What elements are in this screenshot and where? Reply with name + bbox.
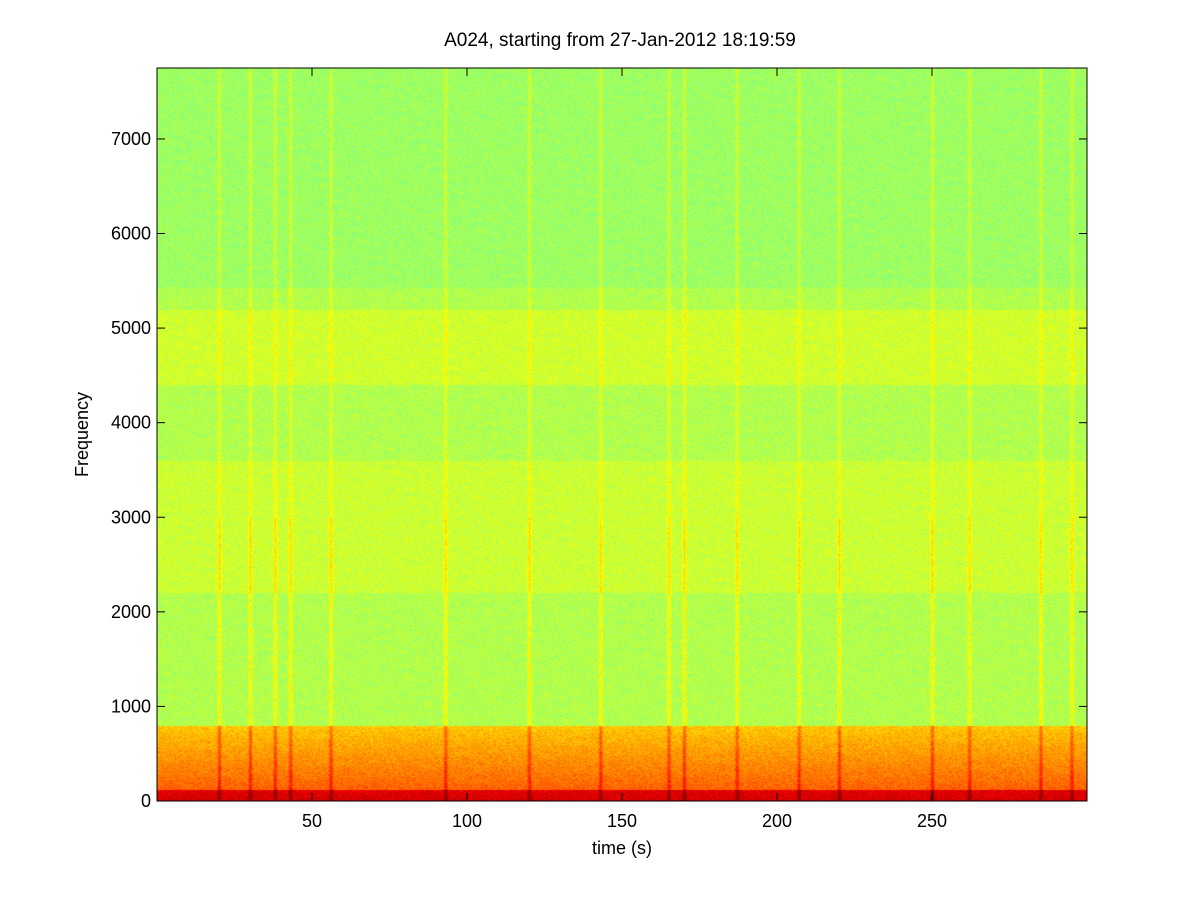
spectrogram-image [157,68,1087,801]
y-tick-label: 1000 [111,696,151,716]
x-tick-label: 150 [607,811,637,831]
y-tick-label: 7000 [111,129,151,149]
y-tick-label: 0 [141,791,151,811]
y-tick-label: 5000 [111,318,151,338]
y-tick-label: 3000 [111,507,151,527]
x-tick-label: 200 [762,811,792,831]
x-tick-label: 50 [302,811,322,831]
chart-title: A024, starting from 27-Jan-2012 18:19:59 [444,30,796,51]
x-axis-label: time (s) [592,838,652,858]
x-tick-label: 250 [917,811,947,831]
plot-frame [156,67,1088,802]
y-tick-label: 2000 [111,602,151,622]
y-tick-label: 6000 [111,224,151,244]
x-tick-label: 100 [452,811,482,831]
y-tick-label: 4000 [111,413,151,433]
y-axis-label: Frequency [72,392,92,477]
